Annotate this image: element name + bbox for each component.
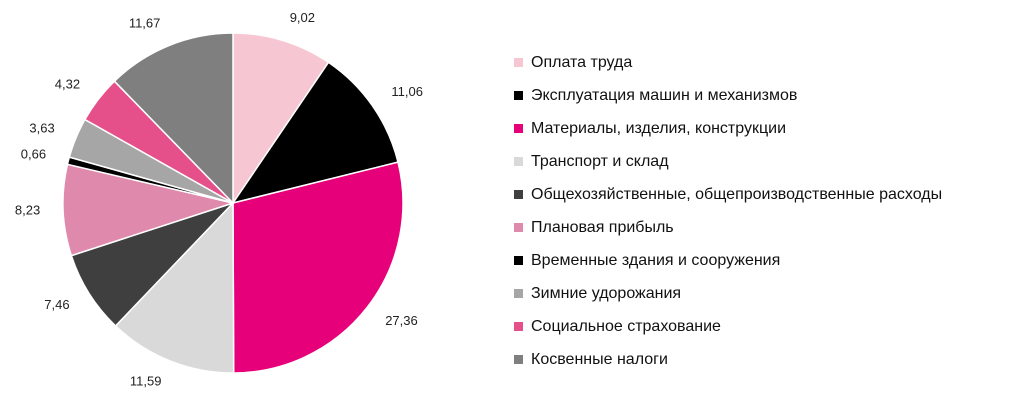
pie-value-labels: 9,02 11,06 27,36 11,59 7,46 8,23 0,66 3,63 4,32 1… — [15, 10, 423, 389]
legend-label: Косвенные налоги — [531, 350, 668, 368]
legend-item-плановая-прибыль: Плановая прибыль — [514, 211, 942, 244]
data-label-социальное-страхование: 4,32 — [55, 77, 80, 92]
legend-item-оплата-труда: Оплата труда — [514, 46, 942, 79]
legend-swatch — [514, 124, 523, 133]
legend-swatch — [514, 157, 523, 166]
data-label-общехозяйственные-общепроизводственные-расходы: 7,46 — [44, 297, 69, 312]
legend-label: Общехозяйственные, общепроизводственные … — [531, 185, 943, 203]
legend-swatch — [514, 223, 523, 232]
legend-label: Оплата труда — [531, 53, 633, 71]
data-label-эксплуатация-машин-и-механизмов: 11,06 — [391, 84, 423, 99]
legend-item-временные-здания-и-сооружения: Временные здания и сооружения — [514, 244, 942, 277]
data-label-транспорт-и-склад: 11,59 — [130, 374, 162, 389]
data-label-косвенные-налоги: 11,67 — [129, 16, 161, 31]
pie-slice-оплата-труда — [232, 32, 330, 206]
pie-slices — [62, 32, 404, 374]
legend-swatch — [514, 58, 523, 67]
legend-item-зимние-удорожания: Зимние удорожания — [514, 277, 942, 310]
legend-item-материалы-изделия-конструкции: Материалы, изделия, конструкции — [514, 112, 942, 145]
legend-label: Эксплуатация машин и механизмов — [531, 86, 798, 104]
legend-swatch — [514, 91, 523, 100]
legend-label: Плановая прибыль — [531, 218, 674, 236]
legend-label: Транспорт и склад — [531, 152, 669, 170]
legend-swatch — [514, 322, 523, 331]
pie-slice-косвенные-налоги — [113, 32, 234, 205]
legend-item-транспорт-и-склад: Транспорт и склад — [514, 145, 942, 178]
pie-chart: 9,02 11,06 27,36 11,59 7,46 8,23 0,66 3,63 4,32 1… — [15, 10, 423, 389]
legend-item-эксплуатация-машин-и-механизмов: Эксплуатация машин и механизмов — [514, 79, 942, 112]
legend-swatch — [514, 355, 523, 364]
legend-label: Материалы, изделия, конструкции — [531, 119, 787, 137]
legend-label: Социальное страхование — [531, 317, 721, 335]
legend-swatch — [514, 190, 523, 199]
legend-swatch — [514, 289, 523, 298]
legend-label: Зимние удорожания — [531, 284, 682, 302]
legend-swatch — [514, 256, 523, 265]
data-label-зимние-удорожания: 3,63 — [29, 121, 54, 136]
data-label-временные-здания-и-сооружения: 0,66 — [21, 146, 46, 161]
data-label-оплата-труда: 9,02 — [290, 10, 315, 25]
legend-label: Временные здания и сооружения — [531, 251, 781, 269]
chart-legend: Оплата труда Эксплуатация машин и механиз… — [514, 46, 942, 376]
pie-slice-транспорт-и-склад — [114, 201, 235, 374]
legend-item-косвенные-налоги: Косвенные налоги — [514, 343, 942, 376]
pie-slice-плановая-прибыль — [62, 163, 236, 257]
pie-slice-эксплуатация-машин-и-механизмов — [231, 61, 399, 205]
legend-item-общехозяйственные-общепроизводственные-расходы: Общехозяйственные, общепроизводственные … — [514, 178, 942, 211]
pie-slice-материалы-изделия-конструкции — [232, 161, 404, 374]
data-label-материалы-изделия-конструкции: 27,36 — [385, 313, 418, 328]
data-label-плановая-прибыль: 8,23 — [15, 203, 40, 218]
legend-item-социальное-страхование: Социальное страхование — [514, 310, 942, 343]
